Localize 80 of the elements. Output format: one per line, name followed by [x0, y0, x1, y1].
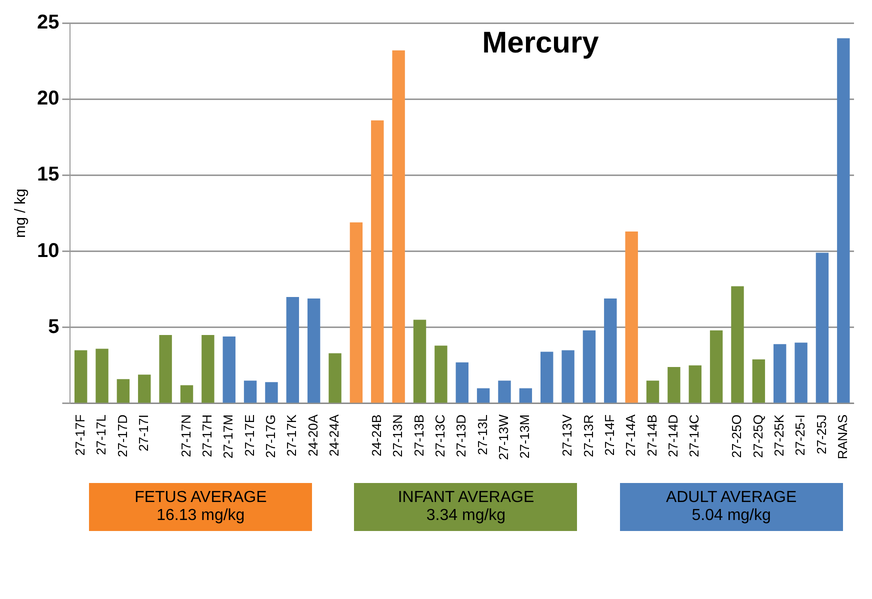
y-tick-label: 10 — [36, 240, 60, 262]
y-tick-label: 15 — [36, 164, 60, 186]
bar — [476, 388, 490, 403]
y-axis-title: mg / kg — [12, 188, 30, 238]
y-tick-label: 20 — [36, 88, 60, 110]
x-tick-label: 27-17F — [72, 414, 88, 456]
bar — [498, 380, 511, 403]
x-tick-label: 27-25-I — [792, 414, 808, 456]
x-tick-label: 27-14B — [644, 414, 660, 456]
bar — [159, 334, 172, 403]
bar — [138, 374, 151, 403]
bar — [604, 298, 617, 403]
x-tick-label: 27-25K — [771, 414, 786, 456]
bar — [350, 222, 363, 403]
x-tick-label: 27-13B — [411, 414, 426, 456]
bar — [222, 336, 236, 403]
y-tick-label: 25 — [36, 12, 60, 34]
bar — [625, 232, 638, 403]
bar — [392, 50, 405, 403]
text: FETUS AVERAGE 16.13 mg/kg — [89, 483, 312, 531]
x-tick-label: 27-17N — [178, 414, 194, 458]
bar — [519, 388, 532, 403]
x-tick-label: 27-14F — [602, 414, 617, 456]
x-tick-label: 27-13N — [390, 414, 406, 458]
bar — [434, 346, 448, 403]
bar — [413, 320, 426, 403]
bar — [710, 330, 723, 403]
x-tick-label: 27-13D — [454, 414, 469, 458]
x-tick-label: 27-17I — [136, 414, 151, 452]
x-tick-label: 27-14A — [623, 414, 638, 456]
bar — [540, 352, 554, 403]
x-tick-label: 24-24A — [326, 414, 342, 456]
x-tick-label: 27-17D — [114, 414, 130, 458]
x-tick-label: RANAS — [834, 414, 850, 460]
bar — [752, 359, 766, 403]
bar — [731, 286, 744, 403]
x-tick-label: 27-25J — [814, 414, 829, 454]
x-tick-label: 27-13V — [560, 414, 575, 456]
x-tick-label: 27-17L — [94, 414, 109, 455]
x-tick-label: 27-14C — [686, 414, 702, 458]
bar — [328, 353, 342, 403]
x-tick-label: 27-17H — [200, 414, 215, 458]
bar — [96, 348, 108, 403]
bar — [180, 385, 194, 403]
x-tick-label: 27-13L — [474, 414, 490, 455]
bar — [456, 362, 468, 403]
bar — [688, 365, 702, 403]
x-tick-label: 27-13W — [496, 414, 512, 460]
bar — [286, 296, 300, 403]
bar — [265, 382, 278, 403]
x-tick-label: 27-17M — [220, 414, 236, 459]
bar — [371, 120, 384, 403]
bar — [562, 350, 574, 403]
x-tick-label: 24-20A — [305, 414, 320, 456]
bar — [668, 366, 680, 403]
x-tick-label: 27-25O — [729, 414, 744, 458]
x-tick-label: 27-17K — [284, 414, 300, 456]
x-tick-label: 27-17G — [263, 414, 278, 458]
bar — [582, 330, 596, 403]
bar — [202, 334, 214, 403]
x-tick-label: 27-25Q — [750, 414, 766, 458]
y-tick-label: 5 — [48, 316, 60, 338]
bar — [74, 350, 88, 403]
bar — [837, 38, 850, 403]
x-tick-label: 27-13M — [517, 414, 532, 459]
chart-title: Mercury — [482, 26, 600, 60]
bar — [774, 344, 786, 403]
bar — [307, 298, 320, 403]
x-tick-label: 27-14D — [666, 414, 681, 458]
bar — [244, 380, 257, 403]
text: ADULT AVERAGE 5.04 mg/kg — [620, 483, 843, 531]
x-tick-label: 24-24B — [368, 414, 384, 456]
bar — [794, 342, 808, 403]
bar — [816, 252, 829, 403]
x-tick-label: 27-17E — [242, 414, 257, 456]
x-tick-label: 27-13R — [580, 414, 596, 458]
bar — [646, 380, 660, 403]
x-tick-label: 27-13C — [432, 414, 448, 458]
text: INFANT AVERAGE 3.34 mg/kg — [354, 483, 578, 531]
bar — [116, 379, 130, 403]
